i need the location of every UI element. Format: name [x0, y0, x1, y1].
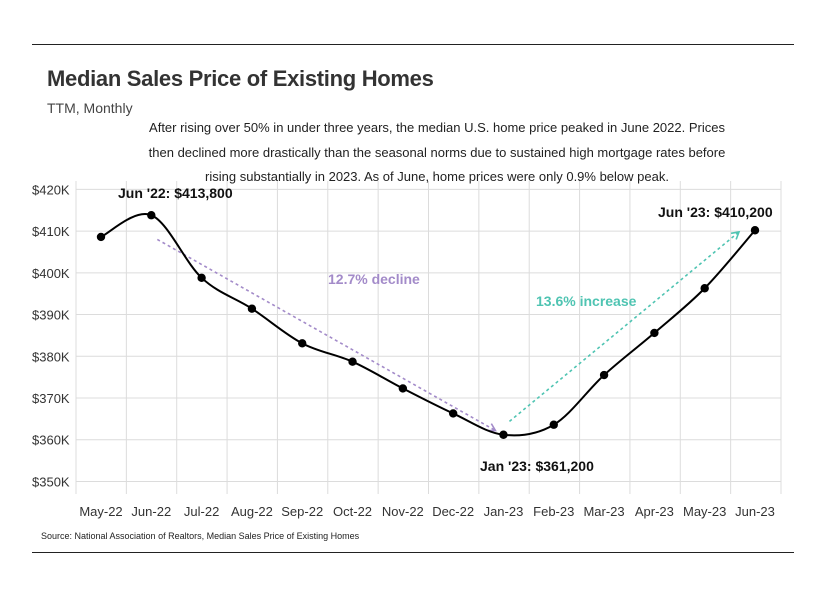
increase-label: 13.6% increase: [536, 293, 637, 309]
x-tick-label: Mar-23: [583, 504, 624, 519]
data-point: [247, 304, 257, 313]
increase-arrow: [508, 230, 741, 423]
data-point: [499, 430, 508, 439]
y-tick-label: $360K: [32, 433, 70, 448]
y-tick-label: $370K: [32, 391, 70, 406]
x-axis-ticks: May-22 Jun-22 Jul-22 Aug-22 Sep-22 Oct-22 Nov-…: [79, 504, 775, 519]
x-tick-label: Jul-22: [184, 504, 219, 519]
bottom-rule: [32, 552, 794, 553]
x-tick-label: Dec-22: [432, 504, 474, 519]
data-point: [700, 284, 709, 293]
source-note: Source: National Association of Realtors…: [41, 531, 360, 541]
data-point: [298, 339, 307, 348]
x-tick-label: May-23: [683, 504, 726, 519]
data-point: [549, 420, 558, 429]
x-tick-label: Jun-22: [131, 504, 171, 519]
data-point: [750, 226, 760, 235]
data-point: [348, 357, 357, 366]
y-tick-label: $350K: [32, 474, 70, 489]
y-axis-ticks: $350K $360K $370K $380K $390K $400K $410K $420K: [32, 182, 70, 489]
chart-title: Median Sales Price of Existing Homes: [47, 66, 434, 91]
latest-callout: Jun '23: $410,200: [658, 204, 773, 220]
trough-callout: Jan '23: $361,200: [480, 458, 594, 474]
x-tick-label: Sep-22: [281, 504, 323, 519]
x-tick-label: May-22: [79, 504, 122, 519]
data-point: [147, 211, 156, 220]
y-tick-label: $380K: [32, 349, 70, 364]
chart-subtitle: TTM, Monthly: [47, 100, 133, 116]
data-point: [398, 384, 408, 393]
decline-arrow: [156, 238, 497, 432]
decline-label: 12.7% decline: [328, 271, 420, 287]
y-tick-label: $410K: [32, 224, 70, 239]
data-point: [650, 328, 659, 338]
x-tick-label: Jun-23: [735, 504, 775, 519]
peak-callout: Jun '22: $413,800: [118, 185, 233, 201]
x-tick-label: Apr-23: [635, 504, 674, 519]
chart-description: After rising over 50% in under three yea…: [148, 120, 726, 184]
y-tick-label: $420K: [32, 182, 70, 197]
data-points: [96, 211, 760, 439]
data-point: [448, 409, 458, 418]
y-tick-label: $390K: [32, 308, 70, 323]
x-tick-label: Aug-22: [231, 504, 273, 519]
gridlines: [75, 181, 782, 494]
data-point: [197, 273, 206, 283]
data-point: [96, 232, 106, 242]
x-tick-label: Feb-23: [533, 504, 574, 519]
y-tick-label: $400K: [32, 266, 70, 281]
trend-annotations: [156, 230, 741, 432]
x-tick-label: Jan-23: [484, 504, 524, 519]
data-point: [599, 370, 609, 380]
x-tick-label: Nov-22: [382, 504, 424, 519]
x-tick-label: Oct-22: [333, 504, 372, 519]
top-rule: [32, 44, 794, 45]
